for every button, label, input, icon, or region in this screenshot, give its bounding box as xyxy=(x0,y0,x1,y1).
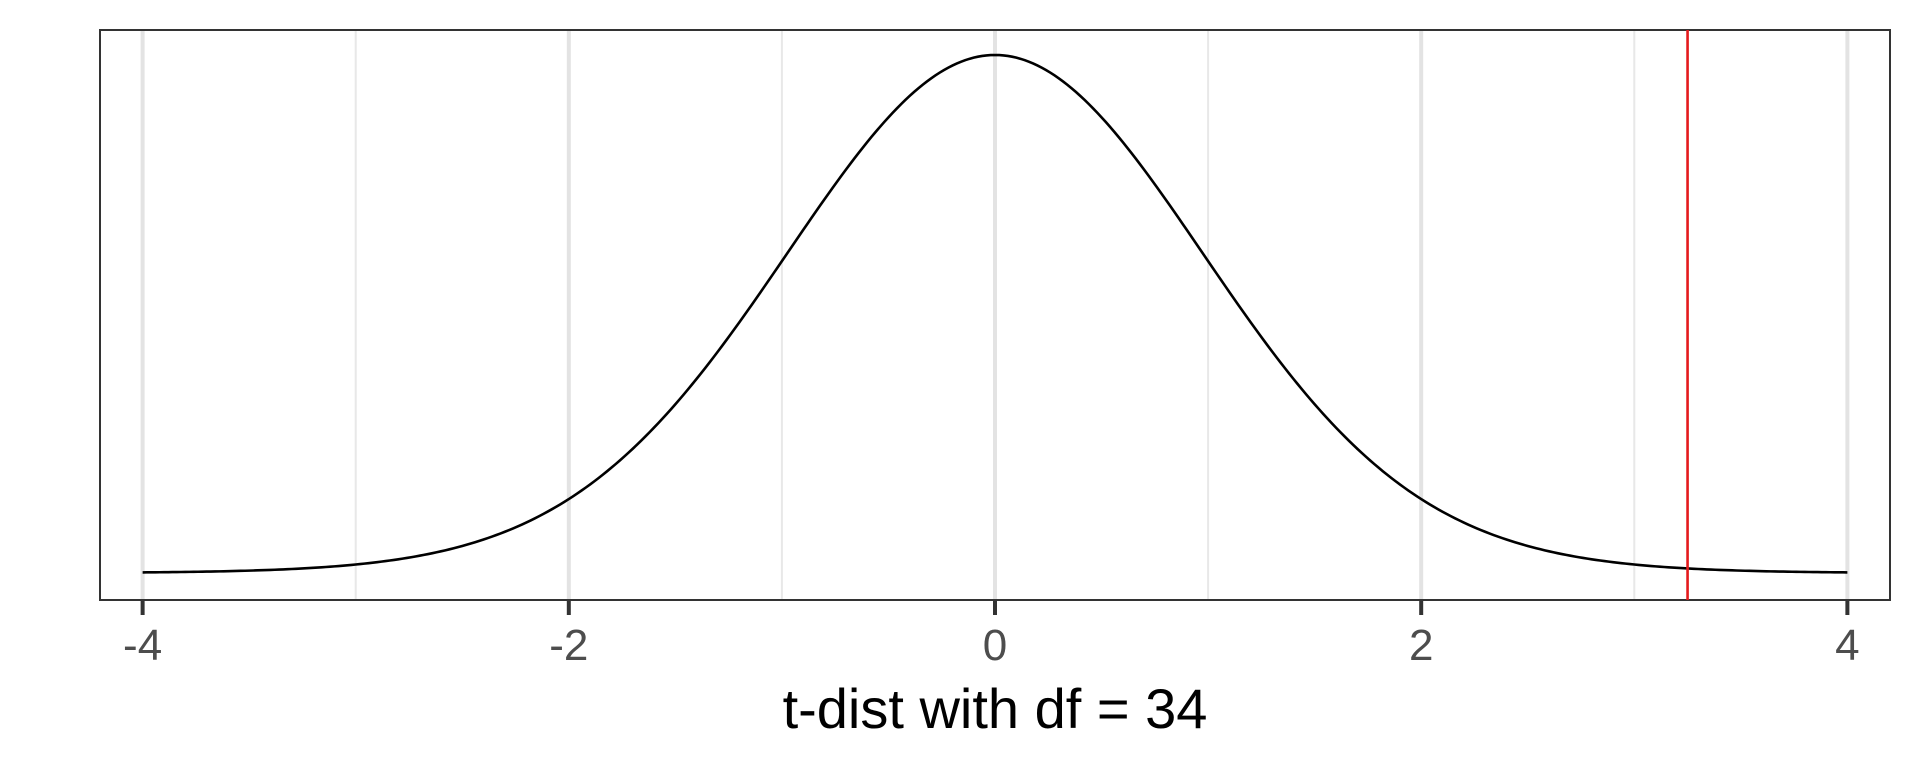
density-curve-group xyxy=(142,53,1848,574)
x-tick-label: -4 xyxy=(123,621,162,670)
grid-lines xyxy=(140,30,1850,600)
density-curve xyxy=(142,53,1848,574)
x-tick-label: 0 xyxy=(983,621,1007,670)
x-tick-label: 4 xyxy=(1835,621,1859,670)
x-tick-label: 2 xyxy=(1409,621,1433,670)
x-tick-label: -2 xyxy=(549,621,588,670)
x-axis-title: t-dist with df = 34 xyxy=(783,677,1208,740)
x-axis-ticks: -4 -2 0 2 4 xyxy=(123,600,1860,670)
